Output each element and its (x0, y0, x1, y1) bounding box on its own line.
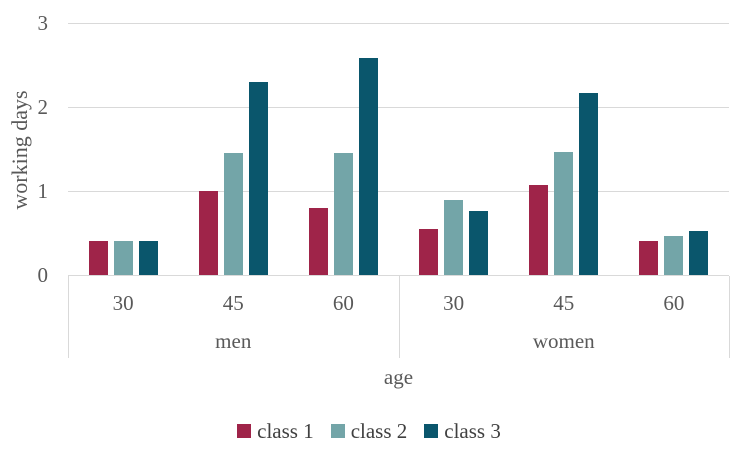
gridline-y-2 (68, 107, 729, 108)
bar-class-3-women-30 (469, 211, 489, 275)
bar-class-3-men-45 (248, 81, 268, 275)
bar-class-3-men-30 (138, 241, 158, 275)
group-label-men: men (215, 329, 252, 353)
x-tick-label-women-45: 45 (553, 291, 575, 315)
legend-item-class-2: class 2 (330, 419, 408, 443)
legend-swatch-class-3 (424, 424, 439, 438)
legend-item-class-3: class 3 (424, 419, 501, 443)
x-tick-label-women-30: 30 (443, 291, 465, 315)
category-separator-2 (729, 276, 730, 358)
gridline-y-1 (68, 191, 729, 192)
category-separator-0 (68, 276, 69, 358)
bar-class-1-women-30 (419, 228, 439, 275)
group-label-women: women (532, 329, 595, 353)
x-tick-label-men-60: 60 (332, 291, 354, 315)
bar-class-3-women-45 (579, 92, 599, 275)
bar-class-3-women-60 (689, 231, 709, 275)
x-tick-label-women-60: 60 (663, 291, 685, 315)
bar-class-1-men-30 (88, 241, 108, 275)
bar-class-1-women-45 (529, 185, 549, 275)
x-tick-label-men-30: 30 (112, 291, 134, 315)
y-axis-title: working days (7, 90, 32, 210)
legend-item-class-1: class 1 (237, 419, 314, 443)
bar-class-2-women-60 (664, 235, 684, 275)
bar-class-2-women-30 (444, 200, 464, 275)
bar-class-1-men-60 (308, 207, 328, 275)
bar-class-3-men-60 (358, 58, 378, 275)
bar-class-2-men-60 (333, 153, 353, 275)
bar-class-2-men-30 (113, 241, 133, 275)
bar-class-2-men-45 (223, 153, 243, 275)
legend: class 1 class 2 class 3 (0, 419, 738, 443)
bar-class-1-men-45 (198, 191, 218, 275)
legend-label-class-2: class 2 (350, 419, 408, 443)
bar-class-2-women-45 (554, 152, 574, 275)
legend-label-class-1: class 1 (257, 419, 314, 443)
y-tick-label-2: 2 (37, 95, 49, 119)
legend-swatch-class-2 (330, 424, 345, 438)
y-tick-label-1: 1 (37, 179, 49, 203)
x-axis-title: age (383, 365, 414, 389)
bar-class-1-women-60 (639, 241, 659, 275)
y-tick-label-3: 3 (37, 11, 49, 35)
legend-label-class-3: class 3 (444, 419, 501, 443)
legend-swatch-class-1 (237, 424, 252, 438)
y-tick-label-0: 0 (37, 263, 49, 287)
x-axis-baseline (68, 275, 729, 276)
x-tick-label-men-45: 45 (222, 291, 244, 315)
gridline-y-3 (68, 23, 729, 24)
category-separator-1 (398, 276, 400, 358)
plot-area (68, 23, 729, 276)
